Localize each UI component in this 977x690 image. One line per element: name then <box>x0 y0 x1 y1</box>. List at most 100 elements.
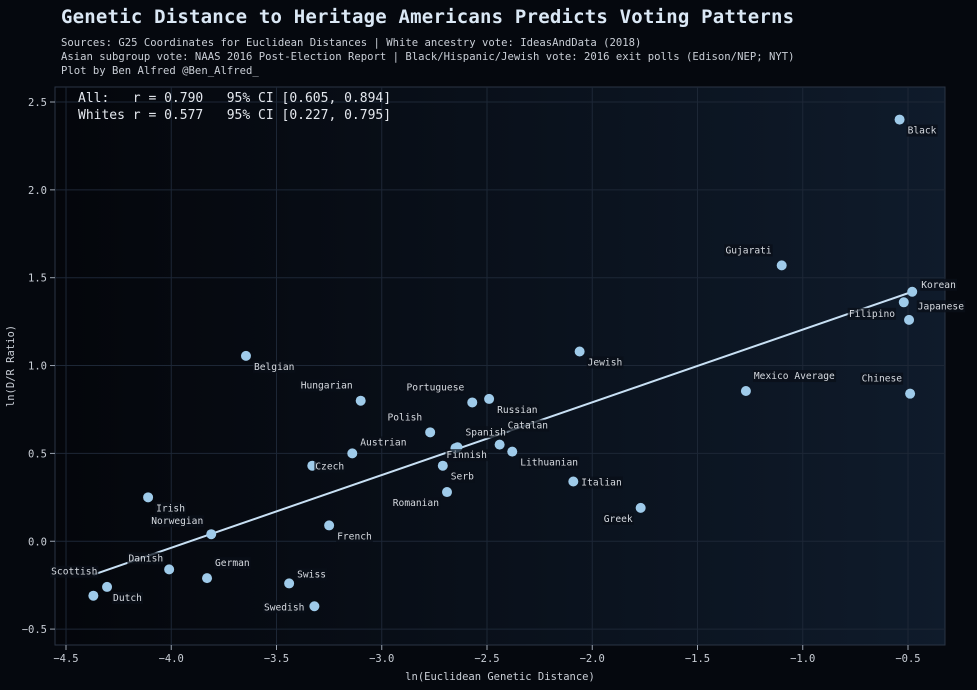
point-label-romanian: Romanian <box>393 498 439 509</box>
label-background <box>724 244 773 257</box>
label-background <box>214 557 251 570</box>
y-tick-label: 1.5 <box>28 273 47 285</box>
point-swedish <box>309 601 320 612</box>
label-background <box>112 591 144 604</box>
label-background <box>586 356 624 369</box>
label-background <box>262 601 306 614</box>
point-norwegian <box>206 529 217 540</box>
subtitle-sources: Sources: G25 Coordinates for Euclidean D… <box>61 37 642 49</box>
point-label-korean: Korean <box>921 280 956 291</box>
point-label-chinese: Chinese <box>862 374 903 385</box>
point-label-austrian: Austrian <box>360 437 406 448</box>
point-serb <box>437 460 448 471</box>
label-background <box>359 436 408 449</box>
label-background <box>386 411 424 424</box>
point-italian <box>568 476 579 487</box>
label-background <box>519 456 580 469</box>
x-tick-label: −4.0 <box>159 653 184 665</box>
point-hungarian <box>355 395 366 406</box>
label-background <box>860 372 904 385</box>
point-japanese <box>898 297 909 308</box>
point-label-german: German <box>215 558 250 569</box>
point-mexico-average <box>740 386 751 397</box>
point-belgian <box>240 350 251 361</box>
x-tick-label: −3.0 <box>369 653 394 665</box>
point-filipino <box>904 314 915 325</box>
point-label-jewish: Jewish <box>588 357 623 368</box>
label-background <box>405 381 466 394</box>
label-background <box>299 379 354 392</box>
point-greek <box>635 502 646 513</box>
label-background <box>314 460 346 473</box>
point-label-swiss: Swiss <box>297 569 326 580</box>
label-background <box>920 278 958 291</box>
point-label-swedish: Swedish <box>264 602 304 613</box>
point-german <box>202 573 213 584</box>
point-lithuanian <box>507 446 518 457</box>
point-jewish <box>574 346 585 357</box>
label-background <box>449 470 475 483</box>
label-background <box>752 370 837 383</box>
label-background <box>602 512 634 525</box>
x-axis-label: ln(Euclidean Genetic Distance) <box>405 671 595 683</box>
label-background <box>252 360 296 373</box>
chart-title: Genetic Distance to Heritage Americans P… <box>61 6 795 28</box>
point-label-greek: Greek <box>604 514 633 525</box>
point-dutch <box>102 581 113 592</box>
label-background <box>296 568 328 581</box>
label-background <box>391 497 441 510</box>
subtitle-credit: Plot by Ben Alfred @Ben_Alfred_ <box>61 65 259 77</box>
point-irish <box>143 492 154 503</box>
point-french <box>324 520 335 531</box>
subtitle-asian-sources: Asian subgroup vote: NAAS 2016 Post-Elec… <box>61 51 795 63</box>
point-label-catalan: Catalan <box>508 421 548 432</box>
point-black <box>894 114 905 125</box>
label-background <box>150 515 205 528</box>
x-tick-label: −4.5 <box>53 653 78 665</box>
x-tick-label: −1.0 <box>790 653 815 665</box>
label-background <box>155 502 187 515</box>
label-background <box>496 403 539 416</box>
y-tick-label: 0.0 <box>28 536 47 548</box>
point-label-lithuanian: Lithuanian <box>520 458 578 469</box>
x-tick-label: −2.0 <box>580 653 605 665</box>
point-romanian <box>442 487 453 498</box>
y-tick-label: 2.0 <box>28 185 47 197</box>
label-background <box>336 530 373 543</box>
label-background <box>445 449 489 462</box>
label-background <box>916 300 966 313</box>
point-label-russian: Russian <box>497 405 537 416</box>
point-polish <box>425 427 436 438</box>
label-background <box>506 419 550 432</box>
label-background <box>580 476 623 489</box>
point-label-czech: Czech <box>315 462 344 473</box>
point-korean <box>907 286 918 297</box>
point-label-spanish: Spanish <box>466 427 506 438</box>
point-label-mexico-average: Mexico Average <box>754 371 835 382</box>
x-tick-label: −1.5 <box>685 653 710 665</box>
point-label-polish: Polish <box>388 412 423 423</box>
label-background <box>127 552 165 565</box>
stat-all: All: r = 0.790 95% CI [0.605, 0.894] <box>78 91 391 106</box>
label-background <box>464 426 508 439</box>
point-label-danish: Danish <box>128 553 163 564</box>
x-tick-label: −0.5 <box>895 653 920 665</box>
point-label-norwegian: Norwegian <box>151 516 203 527</box>
x-tick-label: −3.5 <box>264 653 289 665</box>
y-tick-label: 2.5 <box>28 97 47 109</box>
stat-whites: Whites r = 0.577 95% CI [0.227, 0.795] <box>78 108 391 123</box>
point-label-black: Black <box>908 126 937 137</box>
point-portuguese <box>467 397 478 408</box>
point-russian <box>484 393 495 404</box>
point-label-serb: Serb <box>451 472 474 483</box>
point-label-portuguese: Portuguese <box>406 382 464 393</box>
y-tick-label: 0.5 <box>28 448 47 460</box>
point-gujarati <box>776 260 787 271</box>
y-tick-label: −0.5 <box>22 624 47 636</box>
label-background <box>49 565 99 578</box>
point-label-japanese: Japanese <box>918 301 964 312</box>
point-label-gujarati: Gujarati <box>725 245 771 256</box>
point-label-belgian: Belgian <box>254 362 294 373</box>
y-axis-label: ln(D/R Ratio) <box>5 325 17 407</box>
